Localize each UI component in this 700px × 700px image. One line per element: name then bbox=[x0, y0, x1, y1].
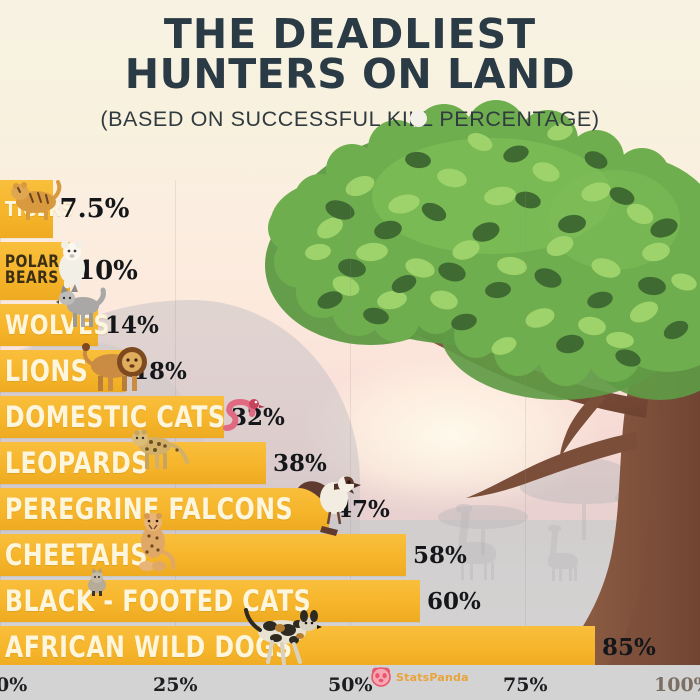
table-row[interactable]: POLAR BEARS 10% bbox=[0, 241, 700, 300]
bar-value: 47% bbox=[336, 495, 390, 523]
axis-tick-50: 50% bbox=[328, 674, 373, 696]
header: THE DEADLIEST HUNTERS ON LAND (BASED ON … bbox=[0, 0, 700, 132]
watermark: StatsPanda bbox=[370, 666, 469, 688]
bar-value: 38% bbox=[273, 449, 327, 477]
subtitle-text: (BASED ON SUCCESSFUL KILL PERCENTAGE) bbox=[100, 107, 600, 132]
bar-value: 60% bbox=[427, 587, 481, 615]
table-row[interactable]: LIONS 18% bbox=[0, 343, 700, 392]
bar-value: 58% bbox=[413, 541, 467, 569]
acacia-silhouette-2 bbox=[438, 505, 528, 555]
table-row[interactable]: CHEETAHS 58% bbox=[0, 513, 700, 576]
bar-peregrine-falcons[interactable]: PEREGRINE FALCONS bbox=[0, 488, 329, 530]
table-row[interactable]: PEREGRINE FALCONS 47% bbox=[0, 476, 700, 536]
bar-tigers[interactable]: TIGERS bbox=[0, 180, 73, 238]
title-line-2: HUNTERS ON LAND bbox=[124, 50, 576, 99]
bar-label: LIONS bbox=[4, 354, 89, 388]
x-axis: 0% 25% 50% 75% 100% bbox=[0, 665, 700, 700]
bar-value: 10% bbox=[77, 256, 138, 286]
page-title: THE DEADLIEST HUNTERS ON LAND bbox=[0, 14, 700, 99]
bar-chart: TIGERS 7.5% POLAR BEARS 10% WOLVES 14% LIONS 18… bbox=[0, 180, 700, 700]
bar-polar-bears[interactable]: POLAR BEARS bbox=[0, 242, 70, 300]
axis-tick-25: 25% bbox=[153, 674, 198, 696]
axis-tick-75: 75% bbox=[503, 674, 548, 696]
panda-logo-icon bbox=[371, 667, 391, 687]
bar-value: 18% bbox=[133, 357, 187, 385]
table-row[interactable]: AFRICAN WILD DOGS 85% bbox=[0, 608, 700, 668]
table-row[interactable]: LEOPARDS 38% bbox=[0, 429, 700, 484]
bar-label: BLACK - FOOTED CATS bbox=[4, 584, 312, 618]
bar-african-wild-dogs[interactable]: AFRICAN WILD DOGS bbox=[0, 626, 595, 668]
bar-value: 32% bbox=[231, 403, 285, 431]
table-row[interactable]: WOLVES 14% bbox=[0, 284, 700, 346]
bar-black-footed-cats[interactable]: BLACK - FOOTED CATS bbox=[0, 580, 420, 622]
bar-value: 7.5% bbox=[59, 194, 130, 224]
bar-label: WOLVES bbox=[4, 309, 110, 341]
axis-tick-0: 0% bbox=[0, 674, 28, 696]
bar-lions[interactable]: LIONS bbox=[0, 350, 126, 392]
bar-value: 85% bbox=[602, 633, 656, 661]
bar-label: POLAR BEARS bbox=[4, 252, 60, 288]
watermark-brand: StatsPanda bbox=[396, 670, 469, 684]
bar-leopards[interactable]: LEOPARDS bbox=[0, 442, 266, 484]
table-row[interactable]: BLACK - FOOTED CATS 60% bbox=[0, 568, 700, 622]
bar-label: CHEETAHS bbox=[4, 538, 148, 572]
bar-label: DOMESTIC CATS bbox=[4, 400, 226, 434]
table-row[interactable]: TIGERS 7.5% bbox=[0, 180, 700, 238]
bar-label: AFRICAN WILD DOGS bbox=[4, 630, 293, 664]
page-subtitle: (BASED ON SUCCESSFUL KILL PERCENTAGE) bbox=[100, 107, 599, 132]
gridline-50 bbox=[350, 180, 351, 665]
table-row[interactable]: DOMESTIC CATS 32% bbox=[0, 396, 700, 438]
giraffe-silhouette-1 bbox=[450, 500, 500, 580]
axis-tick-100: 100% bbox=[654, 674, 700, 696]
bar-domestic-cats[interactable]: DOMESTIC CATS bbox=[0, 396, 226, 438]
bar-wolves[interactable]: WOLVES bbox=[0, 304, 109, 346]
bar-rows: TIGERS 7.5% POLAR BEARS 10% WOLVES 14% LIONS 18… bbox=[0, 180, 700, 700]
title-line-1: THE DEADLIEST bbox=[163, 10, 537, 58]
bar-cheetahs[interactable]: CHEETAHS bbox=[0, 534, 406, 576]
bar-label: LEOPARDS bbox=[4, 446, 149, 480]
bar-label: PEREGRINE FALCONS bbox=[4, 492, 293, 526]
bar-value: 14% bbox=[105, 311, 159, 339]
